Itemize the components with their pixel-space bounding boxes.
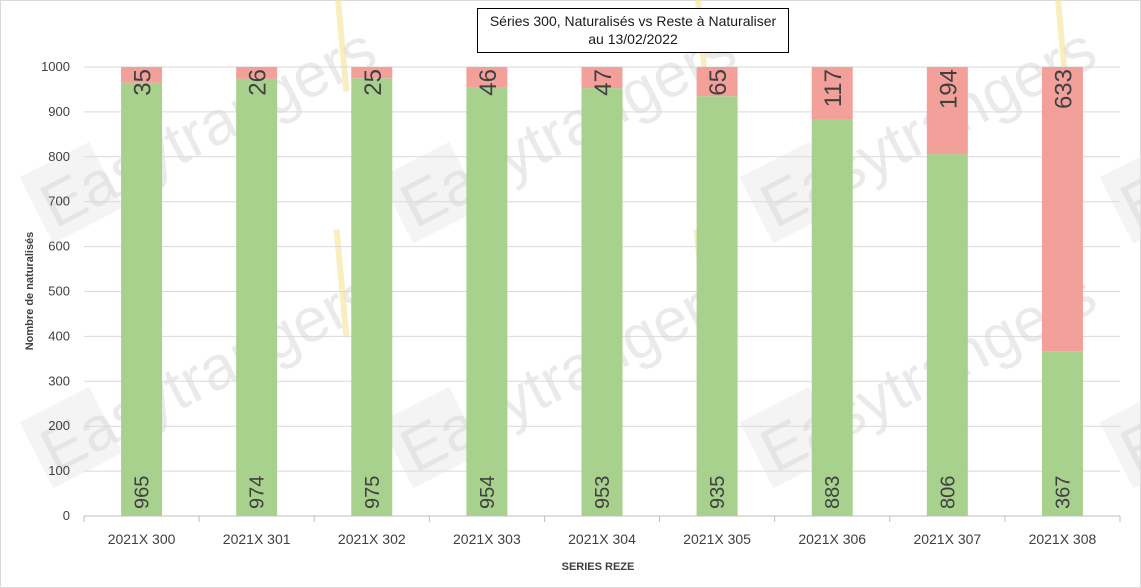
x-tick-label: 2021X 301 (223, 531, 291, 547)
x-tick-label: 2021X 300 (108, 531, 176, 547)
data-label-remaining: 633 (1050, 69, 1077, 109)
data-label-naturalised: 965 (132, 476, 154, 509)
data-label-remaining: 117 (820, 69, 847, 107)
bar-naturalised (696, 96, 738, 516)
data-label-naturalised: 975 (362, 476, 384, 509)
y-tick-label: 0 (63, 508, 70, 523)
watermark-slash (333, 0, 350, 92)
watermark-box (19, 386, 123, 489)
x-tick-label: 2021X 306 (798, 531, 866, 547)
bar-naturalised (926, 154, 968, 516)
bar-naturalised (236, 78, 278, 516)
data-label-naturalised: 883 (822, 476, 844, 509)
data-label-naturalised: 954 (477, 476, 499, 509)
y-tick-label: 300 (48, 373, 70, 388)
bar-remaining (121, 67, 163, 83)
bar-remaining (351, 67, 393, 79)
watermark-box (379, 386, 483, 489)
data-label-remaining: 25 (360, 69, 387, 96)
y-axis-ticks: 0 100 200 300 400 500 600 700 800 900 1000 (41, 59, 70, 523)
bar-remaining (696, 67, 738, 97)
bar-naturalised (581, 88, 623, 516)
y-tick-label: 600 (48, 239, 70, 254)
data-label-remaining: 65 (705, 69, 732, 96)
bar-naturalised (1041, 351, 1083, 516)
data-label-naturalised: 367 (1052, 476, 1074, 509)
data-label-remaining: 194 (935, 69, 962, 109)
bar-remaining (581, 67, 623, 89)
data-label-remaining: 35 (130, 69, 157, 96)
watermark-box (1099, 386, 1141, 489)
watermark-box (1099, 141, 1141, 244)
watermark-slash (333, 229, 350, 337)
data-label-naturalised: 935 (707, 476, 729, 509)
data-label-remaining: 26 (245, 69, 272, 96)
bars: 965 35 974 26 975 25 954 46 953 47 935 65 883 117 806 1… (121, 67, 1083, 517)
x-tick-label: 2021X 303 (453, 531, 521, 547)
x-axis-ticks: 2021X 300 2021X 301 2021X 302 2021X 303 2021… (108, 531, 1097, 547)
y-tick-label: 100 (48, 463, 70, 478)
bar-naturalised (466, 87, 508, 517)
y-tick-label: 700 (48, 194, 70, 209)
chart-title: Séries 300, Naturalisés vs Reste à Natur… (477, 8, 789, 53)
y-axis-label: Nombre de naturalisés (24, 232, 36, 351)
watermark-box (19, 141, 123, 244)
data-label-naturalised: 974 (247, 476, 269, 509)
data-label-naturalised: 806 (937, 476, 959, 509)
bar-remaining (926, 67, 968, 155)
bar-remaining (811, 67, 853, 120)
bar-remaining (1041, 67, 1083, 352)
data-label-remaining: 47 (590, 69, 617, 96)
watermark-box (379, 141, 483, 244)
x-axis-label: SERIES REZE (562, 561, 635, 573)
x-tick-label: 2021X 308 (1029, 531, 1097, 547)
chart-title-line: Séries 300, Naturalisés vs Reste à Natur… (490, 13, 777, 29)
y-tick-label: 800 (48, 149, 70, 164)
y-tick-label: 1000 (41, 59, 70, 74)
title-box (477, 8, 789, 53)
y-tick-label: 900 (48, 104, 70, 119)
bar-naturalised (351, 78, 393, 516)
x-tick-label: 2021X 304 (568, 531, 636, 547)
bar-naturalised (811, 119, 853, 517)
chart-title-line: au 13/02/2022 (588, 31, 678, 47)
y-tick-label: 400 (48, 328, 70, 343)
x-tick-label: 2021X 307 (913, 531, 981, 547)
bar-remaining (466, 67, 508, 88)
bar-remaining (236, 67, 278, 79)
x-tick-label: 2021X 305 (683, 531, 751, 547)
x-tick-label: 2021X 302 (338, 531, 406, 547)
data-label-remaining: 46 (475, 69, 502, 96)
bar-naturalised (121, 82, 163, 516)
y-tick-label: 200 (48, 418, 70, 433)
y-tick-label: 500 (48, 284, 70, 299)
data-label-naturalised: 953 (592, 476, 614, 509)
